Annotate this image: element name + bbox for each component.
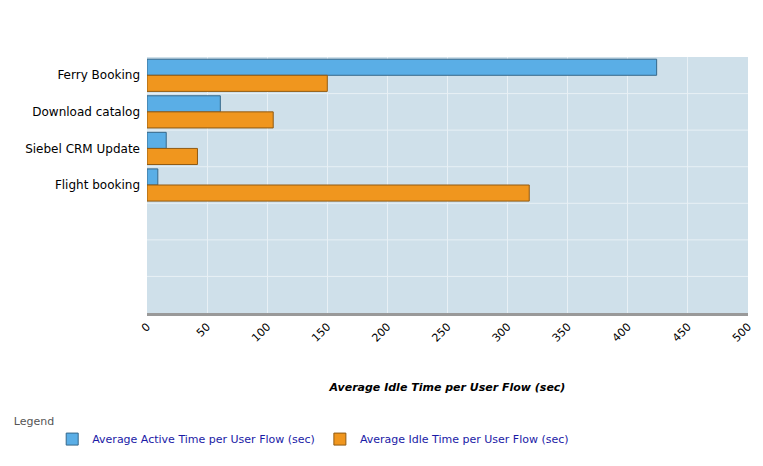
svg-text:50: 50 [194, 321, 213, 340]
svg-text:150: 150 [309, 321, 333, 345]
svg-text:350: 350 [550, 321, 574, 345]
svg-text:450: 450 [670, 321, 694, 345]
svg-text:300: 300 [490, 321, 514, 345]
svg-text:0: 0 [139, 321, 153, 335]
svg-text:400: 400 [610, 321, 634, 345]
svg-text:Average Active Time per User F: Average Active Time per User Flow (sec) [92, 433, 315, 446]
svg-text:Download catalog: Download catalog [32, 105, 140, 119]
svg-text:Average Idle Time per User Flo: Average Idle Time per User Flow (sec) [360, 433, 569, 446]
svg-text:Average Idle Time per User Flo: Average Idle Time per User Flow (sec) [329, 381, 566, 394]
svg-text:Ferry Booking: Ferry Booking [57, 68, 140, 82]
svg-text:Flight booking: Flight booking [55, 178, 140, 192]
svg-text:200: 200 [369, 321, 393, 345]
svg-text:Siebel CRM Update: Siebel CRM Update [25, 142, 140, 156]
svg-text:500: 500 [730, 321, 754, 345]
svg-text:250: 250 [429, 321, 453, 345]
svg-text:Legend: Legend [14, 415, 54, 428]
svg-text:100: 100 [249, 321, 273, 345]
